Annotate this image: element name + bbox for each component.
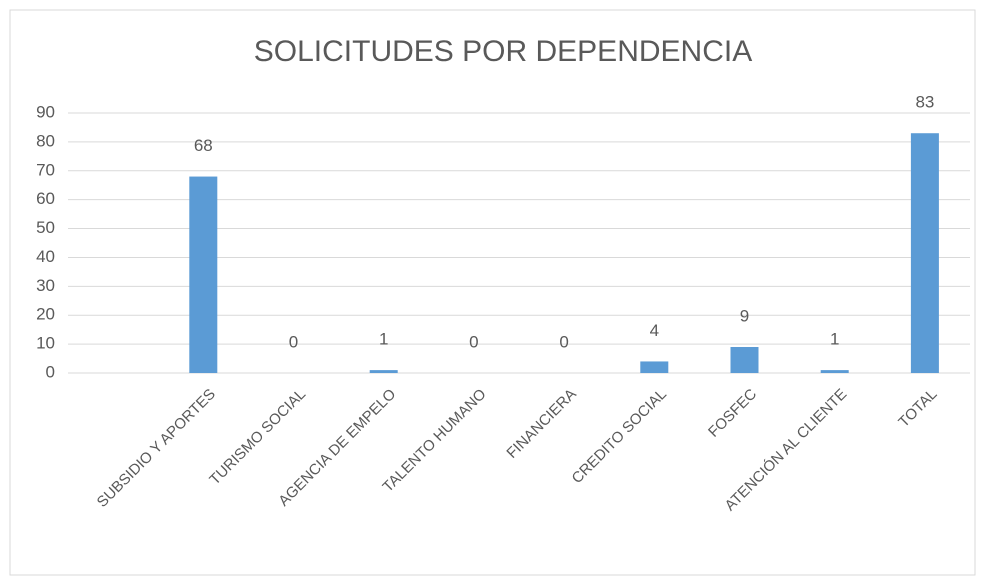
bar (910, 133, 939, 373)
y-tick-label: 50 (36, 218, 55, 237)
y-tick-label: 40 (36, 247, 55, 266)
data-label: 1 (830, 330, 839, 349)
data-label: 83 (915, 93, 934, 112)
y-tick-label: 90 (36, 102, 55, 121)
data-label: 0 (559, 332, 568, 351)
bar (730, 347, 759, 373)
data-label: 9 (740, 306, 749, 325)
bar (369, 370, 398, 373)
data-label: 1 (379, 330, 388, 349)
bar (189, 176, 218, 373)
bar (820, 370, 849, 373)
data-label: 0 (469, 332, 478, 351)
y-tick-label: 30 (36, 276, 55, 295)
y-tick-label: 0 (46, 362, 55, 381)
y-tick-label: 80 (36, 131, 55, 150)
data-label: 68 (194, 136, 213, 155)
y-tick-label: 70 (36, 160, 55, 179)
chart-title: SOLICITUDES POR DEPENDENCIA (254, 35, 752, 68)
data-label: 4 (650, 321, 659, 340)
y-tick-label: 60 (36, 189, 55, 208)
chart-frame (9, 9, 976, 576)
y-tick-label: 20 (36, 305, 55, 324)
bar (640, 361, 669, 373)
data-label: 0 (289, 332, 298, 351)
y-tick-label: 10 (36, 334, 55, 353)
